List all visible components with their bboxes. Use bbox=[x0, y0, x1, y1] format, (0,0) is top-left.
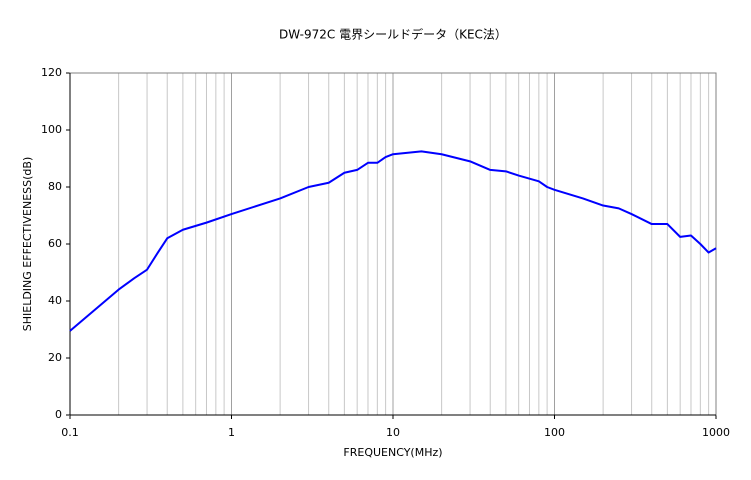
x-tick-label: 1000 bbox=[702, 426, 730, 439]
y-tick-label: 120 bbox=[41, 66, 62, 79]
y-tick-label: 60 bbox=[48, 237, 62, 250]
x-tick-label: 10 bbox=[386, 426, 400, 439]
chart-title: DW-972C 電界シールドデータ（KEC法） bbox=[279, 27, 507, 42]
line bbox=[69, 150, 717, 332]
y-tick-label: 100 bbox=[41, 123, 62, 136]
x-tick-label: 100 bbox=[544, 426, 565, 439]
x-tick-label: 0.1 bbox=[61, 426, 79, 439]
x-tick-label: 1 bbox=[228, 426, 235, 439]
y-tick-label: 20 bbox=[48, 351, 62, 364]
y-axis-label: SHIELDING EFFECTIVENESS(dB) bbox=[21, 157, 34, 331]
y-tick-label: 80 bbox=[48, 180, 62, 193]
y-tick-label: 40 bbox=[48, 294, 62, 307]
x-axis-label: FREQUENCY(MHz) bbox=[343, 446, 442, 459]
y-tick-label: 0 bbox=[55, 408, 62, 421]
